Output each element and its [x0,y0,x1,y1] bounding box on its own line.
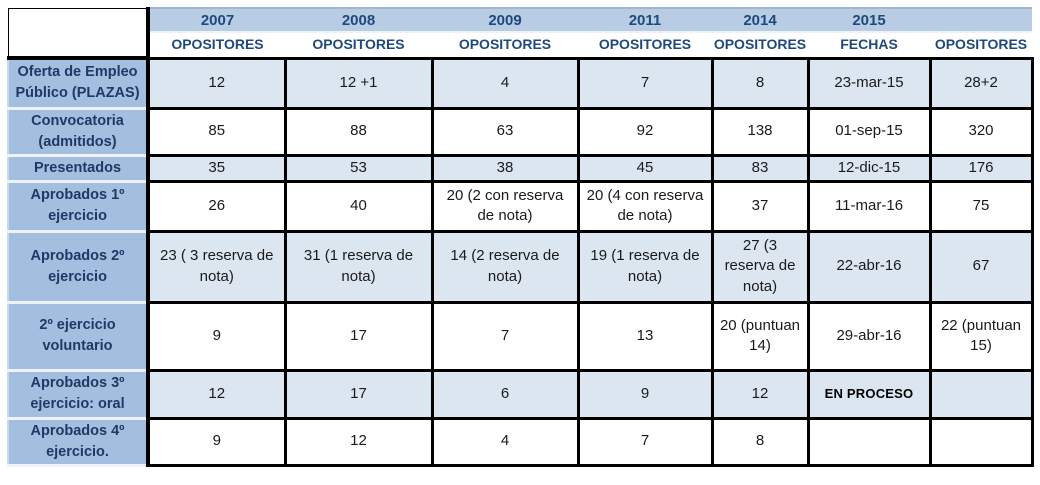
table-row: Aprobados 1º ejercicio 26 40 20 (2 con rese… [7,179,1034,233]
page: 2007 2008 2009 2011 2014 2015 OPOSITORES… [7,7,1034,467]
table-cell: 63 [430,106,580,157]
table-cell: 45 [576,153,714,183]
corner-cell [7,7,150,60]
table-cell: 8 [710,416,810,467]
table-cell: 85 [146,106,287,157]
table-cell: 83 [710,153,810,183]
table-cell: 13 [576,300,714,372]
table-row: 2º ejercicio voluntario 9 17 7 13 20 (puntuan… [7,300,1034,372]
table-cell: 88 [283,106,434,157]
table-cell: 20 (4 con reserva de nota) [576,179,714,233]
row-label: Aprobados 3º ejercicio: oral [7,368,150,420]
table-cell: 12 [283,416,434,467]
column-header: OPOSITORES [432,32,578,58]
table-cell: 9 [576,368,714,420]
table-row: Oferta de Empleo Público (PLAZAS) 12 12 +1… [7,56,1034,110]
table-cell: 12 +1 [283,56,434,110]
table-cell: 7 [576,56,714,110]
table-cell: 11-mar-16 [806,179,932,233]
column-header: OPOSITORES [578,32,712,58]
row-label: Aprobados 2º ejercicio [7,229,150,304]
table-cell: 176 [928,153,1034,183]
table-cell [928,368,1034,420]
column-header: OPOSITORES [148,32,285,58]
table-cell: 14 (2 reserva de nota) [430,229,580,304]
row-label: 2º ejercicio voluntario [7,300,150,372]
column-header: OPOSITORES [712,32,808,58]
table-cell: 9 [146,300,287,372]
table-cell: 27 (3 reserva de nota) [710,229,810,304]
table-cell: 23 ( 3 reserva de nota) [146,229,287,304]
table-cell: 4 [430,416,580,467]
table-cell [806,416,932,467]
table-cell: EN PROCESO [806,368,932,420]
table-row: Aprobados 4º ejercicio. 9 12 4 7 8 [7,416,1034,467]
row-label: Aprobados 1º ejercicio [7,179,150,233]
year-header: 2011 [578,7,712,33]
table-cell: 01-sep-15 [806,106,932,157]
table-cell: 12 [710,368,810,420]
table-row: Presentados 35 53 38 45 83 12-dic-15 176 [7,153,1034,183]
year-header-row: 2007 2008 2009 2011 2014 2015 [7,7,1032,60]
column-header: OPOSITORES [285,32,432,58]
row-label: Presentados [7,153,150,183]
column-header: FECHAS [808,32,930,58]
table-cell: 138 [710,106,810,157]
table-cell: 29-abr-16 [806,300,932,372]
table-cell: 35 [146,153,287,183]
table-cell: 92 [576,106,714,157]
table-body: Oferta de Empleo Público (PLAZAS) 12 12 +1… [7,56,1034,467]
table-cell: 320 [928,106,1034,157]
table-cell: 38 [430,153,580,183]
year-header: 2015 [808,7,930,33]
row-label: Aprobados 4º ejercicio. [7,416,150,467]
table-cell: 53 [283,153,434,183]
table-header: 2007 2008 2009 2011 2014 2015 OPOSITORES… [7,7,1032,60]
table-cell: 12 [146,368,287,420]
table-cell: 67 [928,229,1034,304]
oposiciones-results-table: 2007 2008 2009 2011 2014 2015 OPOSITORES… [7,7,1034,467]
table-cell: 12 [146,56,287,110]
table-cell: 17 [283,368,434,420]
table-cell [928,416,1034,467]
table-cell: 31 (1 reserva de nota) [283,229,434,304]
year-header: 2007 [148,7,285,33]
table-cell: 40 [283,179,434,233]
table-cell: 9 [146,416,287,467]
table-cell: 26 [146,179,287,233]
table-cell: 8 [710,56,810,110]
table-cell: 28+2 [928,56,1034,110]
table-cell: 75 [928,179,1034,233]
table-cell: 23-mar-15 [806,56,932,110]
table-cell: 22 (puntuan 15) [928,300,1034,372]
table-cell: 20 (puntuan 14) [710,300,810,372]
table-cell: 12-dic-15 [806,153,932,183]
year-header: 2009 [432,7,578,33]
year-header: 2014 [712,7,808,33]
table-cell: 4 [430,56,580,110]
table-row: Convocatoria (admitidos) 85 88 63 92 138 01-se… [7,106,1034,157]
table-cell: 7 [430,300,580,372]
table-row: Aprobados 3º ejercicio: oral 12 17 6 9 12 EN P… [7,368,1034,420]
table-cell: 7 [576,416,714,467]
table-row: Aprobados 2º ejercicio 23 ( 3 reserva de … [7,229,1034,304]
column-type-row: OPOSITORES OPOSITORES OPOSITORES OPOSITO… [8,32,1032,58]
table-cell: 22-abr-16 [806,229,932,304]
table-cell: 37 [710,179,810,233]
year-header [930,7,1032,33]
table-cell: 20 (2 con reserva de nota) [430,179,580,233]
table-cell: 17 [283,300,434,372]
table-cell: 6 [430,368,580,420]
table-cell: 19 (1 reserva de nota) [576,229,714,304]
row-label: Oferta de Empleo Público (PLAZAS) [7,56,150,110]
year-header: 2008 [285,7,432,33]
row-label: Convocatoria (admitidos) [7,106,150,157]
column-header: OPOSITORES [930,32,1032,58]
